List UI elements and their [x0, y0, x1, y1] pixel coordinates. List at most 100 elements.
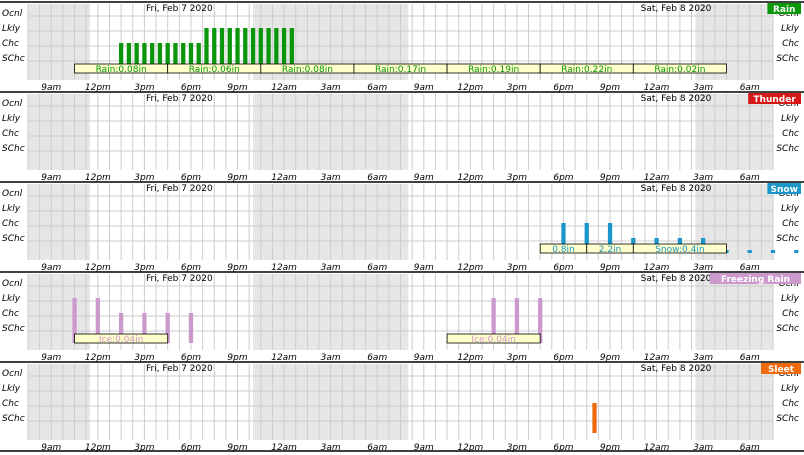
- amount-box: [632, 63, 727, 74]
- hour-label: 9am: [41, 83, 61, 93]
- hour-label: 6pm: [181, 263, 201, 273]
- hour-label: 6pm: [181, 173, 201, 183]
- badge-label: Snow: [771, 185, 798, 195]
- hour-label: 6am: [740, 443, 760, 453]
- hour-label: 9am: [414, 173, 434, 183]
- level-label: Ocnl: [2, 9, 23, 19]
- hour-label: 9pm: [227, 173, 247, 183]
- bar-rain: [258, 28, 263, 73]
- amount-box: [632, 243, 727, 254]
- amount-label: Rain:0.17in: [375, 65, 426, 75]
- amount-label: 0.8in: [552, 245, 575, 255]
- hour-label: 3am: [693, 173, 713, 183]
- night-shade: [695, 274, 773, 350]
- level-label: SChc: [2, 324, 25, 334]
- hour-label: 9am: [41, 443, 61, 453]
- hour-label: 9am: [41, 263, 61, 273]
- hour-label: 9am: [41, 173, 61, 183]
- date-label: Sat, Feb 8 2020: [641, 364, 712, 374]
- hour-label: 9am: [414, 353, 434, 363]
- night-shade: [28, 94, 91, 170]
- date-label: Sat, Feb 8 2020: [641, 4, 712, 14]
- hour-label: 6am: [367, 353, 387, 363]
- bar-snow: [561, 223, 566, 253]
- hour-label: 3pm: [507, 83, 527, 93]
- level-label: Lkly: [2, 114, 21, 124]
- level-label: Lkly: [781, 114, 800, 124]
- hour-label: 6pm: [553, 83, 573, 93]
- date-label: Fri, Feb 7 2020: [146, 94, 213, 104]
- level-label: Lkly: [781, 204, 800, 214]
- badge-sleet: [761, 363, 801, 374]
- level-label: SChc: [776, 234, 799, 244]
- amount-label: Rain:0.06in: [189, 65, 240, 75]
- hour-label: 9pm: [600, 263, 620, 273]
- hour-label: 3pm: [134, 353, 154, 363]
- bar-freezing-rain: [165, 313, 170, 343]
- bar-rain: [157, 43, 163, 73]
- level-label: Lkly: [2, 384, 21, 394]
- level-label: Chc: [2, 129, 19, 139]
- level-label: SChc: [776, 54, 799, 64]
- hour-label: 9am: [414, 263, 434, 273]
- date-label: Fri, Feb 7 2020: [146, 184, 213, 194]
- bar-freezing-rain: [538, 298, 543, 343]
- bar-freezing-rain: [491, 298, 496, 343]
- badge-label: Freezing Rain: [721, 275, 790, 285]
- hour-label: 3pm: [507, 353, 527, 363]
- hour-label: 9pm: [227, 443, 247, 453]
- hour-label: 12am: [271, 83, 297, 93]
- hour-label: 9pm: [227, 83, 247, 93]
- hour-label: 3am: [321, 443, 341, 453]
- level-label: SChc: [776, 324, 799, 334]
- hour-label: 3am: [693, 263, 713, 273]
- badge-freezing-rain: [709, 273, 801, 284]
- hour-label: 6pm: [181, 443, 201, 453]
- bar-rain: [235, 28, 240, 73]
- hour-label: 12pm: [85, 263, 111, 273]
- hour-label: 3pm: [134, 443, 154, 453]
- hour-label: 12pm: [457, 83, 483, 93]
- bar-rain: [196, 43, 201, 73]
- hour-label: 6pm: [553, 263, 573, 273]
- badge-label: Thunder: [753, 95, 796, 105]
- hour-label: 6am: [740, 263, 760, 273]
- level-label: Lkly: [2, 24, 21, 34]
- bar-rain: [204, 28, 209, 73]
- bar-rain: [126, 43, 132, 73]
- hour-label: 12pm: [85, 83, 111, 93]
- hour-label: 6am: [367, 443, 387, 453]
- level-label: SChc: [2, 54, 25, 64]
- hour-label: 6am: [367, 263, 387, 273]
- level-label: Chc: [782, 129, 799, 139]
- amount-box: [74, 333, 169, 344]
- bar-freezing-rain: [514, 298, 520, 343]
- hour-label: 9am: [41, 353, 61, 363]
- hour-label: 12am: [644, 443, 670, 453]
- hour-label: 9pm: [227, 263, 247, 273]
- hour-label: 3am: [321, 263, 341, 273]
- level-label: Ocnl: [2, 279, 23, 289]
- hour-label: 6pm: [181, 353, 201, 363]
- bar-rain: [134, 43, 139, 73]
- hour-label: 3pm: [507, 263, 527, 273]
- hour-label: 6pm: [181, 83, 201, 93]
- bar-snow: [607, 223, 613, 253]
- date-label: Sat, Feb 8 2020: [641, 184, 712, 194]
- level-label: Chc: [2, 219, 19, 229]
- hour-label: 6pm: [553, 353, 573, 363]
- bar-rain: [142, 43, 147, 73]
- bar-rain: [250, 28, 256, 73]
- bar-rain: [165, 43, 170, 73]
- hour-label: 12pm: [85, 173, 111, 183]
- hour-label: 3pm: [134, 173, 154, 183]
- bar-sleet: [592, 403, 597, 433]
- night-shade: [28, 184, 91, 260]
- bar-freezing-rain: [118, 313, 124, 343]
- hour-label: 9pm: [600, 173, 620, 183]
- hour-label: 3am: [321, 353, 341, 363]
- date-label: Sat, Feb 8 2020: [641, 94, 712, 104]
- amount-label: Rain:0.02in: [654, 65, 705, 75]
- badge-snow: [767, 183, 801, 194]
- amount-box: [446, 333, 541, 344]
